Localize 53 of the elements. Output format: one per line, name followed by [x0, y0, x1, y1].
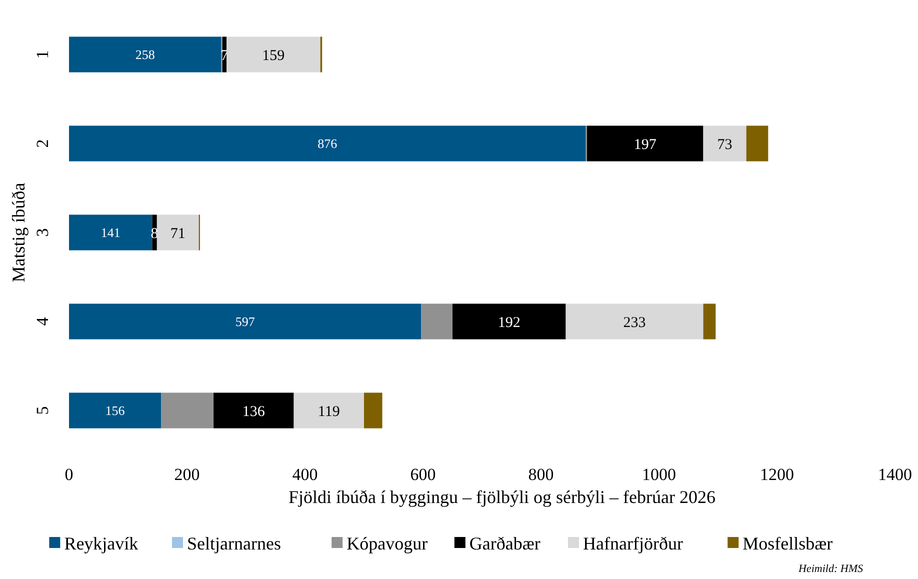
- x-tick-label: 1000: [642, 465, 676, 484]
- legend-label: Seltjarnarnes: [187, 533, 281, 554]
- x-tick-label: 400: [292, 465, 318, 484]
- bar: [294, 392, 364, 428]
- data-label: 136: [242, 404, 266, 420]
- bar: [364, 392, 382, 428]
- data-label: 159: [262, 48, 285, 64]
- data-label: 233: [623, 314, 646, 331]
- bar: [703, 304, 716, 340]
- x-axis-title: Fjöldi íbúða í byggingu – fjölbýli og sérbýli – febrúar 2026: [288, 487, 716, 507]
- data-label: 197: [634, 136, 657, 153]
- x-tick-label: 1200: [760, 465, 794, 484]
- data-label: 876: [318, 136, 338, 152]
- y-tick-label: 5: [32, 406, 52, 415]
- bar: [226, 36, 320, 72]
- bar: [69, 36, 222, 72]
- bar: [161, 392, 214, 428]
- bar: [69, 214, 152, 250]
- data-label: 597: [235, 314, 256, 330]
- y-tick-label: 3: [32, 228, 52, 237]
- bar: [746, 126, 768, 162]
- x-tick-label: 0: [64, 465, 74, 484]
- bar: [69, 304, 422, 340]
- y-axis-title: Matstig íbúða: [8, 182, 28, 282]
- legend-label: Reykjavík: [64, 533, 138, 554]
- text: Heimild: HMS: [798, 563, 864, 575]
- legend-label: Kópavogur: [346, 533, 428, 554]
- bar: [69, 126, 586, 162]
- y-tick-label: 1: [32, 50, 52, 59]
- data-label: 71: [170, 226, 186, 242]
- x-tick-label: 600: [410, 465, 436, 484]
- data-label: 141: [100, 225, 120, 240]
- data-label: 192: [498, 314, 520, 331]
- bar: [421, 304, 452, 340]
- data-label: 156: [105, 403, 126, 418]
- bar: [214, 392, 294, 428]
- x-tick-label: 800: [528, 465, 554, 484]
- bar: [587, 126, 704, 162]
- x-tick-label: 200: [174, 465, 200, 484]
- bar: [452, 304, 566, 340]
- legend-label: Garðabær: [469, 533, 540, 554]
- x-tick-label: 1400: [878, 465, 912, 484]
- bar: [69, 392, 162, 428]
- data-label: 258: [135, 47, 155, 62]
- legend-label: Hafnarfjörður: [583, 533, 683, 554]
- data-label: 73: [717, 136, 732, 153]
- bar: [566, 304, 704, 340]
- bar: [703, 126, 746, 162]
- bar: [156, 214, 199, 250]
- data-label: 119: [318, 404, 340, 420]
- y-tick-label: 2: [32, 139, 52, 148]
- legend-label: Mosfellsbær: [742, 533, 833, 554]
- y-tick-label: 4: [32, 316, 52, 326]
